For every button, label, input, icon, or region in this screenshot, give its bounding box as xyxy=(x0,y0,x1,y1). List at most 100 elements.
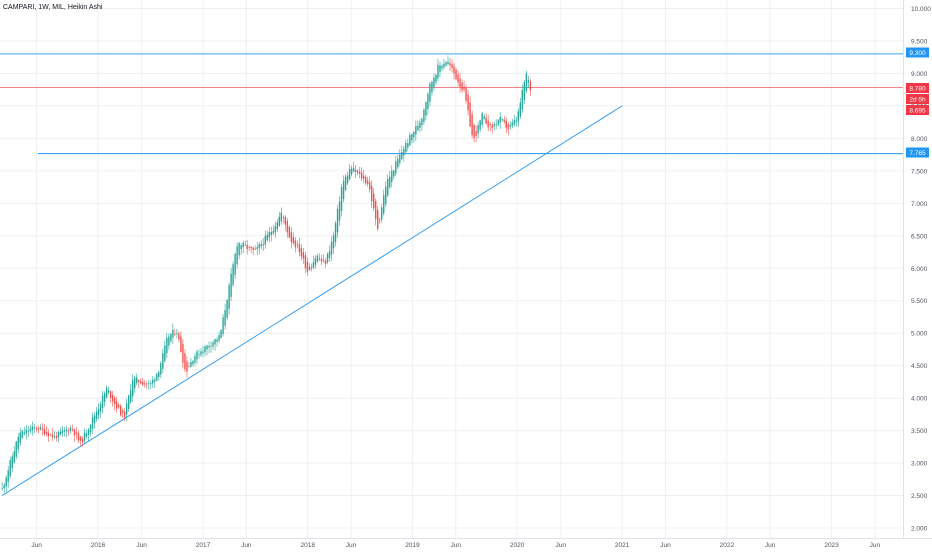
candle-body xyxy=(334,223,337,242)
candle-body xyxy=(451,64,453,69)
candle-body xyxy=(144,383,146,385)
candle-body xyxy=(344,176,347,190)
candle-body xyxy=(268,232,270,238)
candle-body xyxy=(379,219,381,221)
candle-body xyxy=(188,366,190,368)
candle-body xyxy=(509,124,511,127)
y-tick-label: 7.000 xyxy=(911,201,928,208)
candle-body xyxy=(308,266,311,270)
candle-body xyxy=(164,345,166,361)
candle-body xyxy=(21,430,23,438)
candle-body xyxy=(304,255,307,269)
candle-body xyxy=(521,89,524,110)
candle-body xyxy=(364,177,367,184)
y-tick-label: 4.000 xyxy=(911,396,928,403)
candle-body xyxy=(1,488,3,489)
candle-body xyxy=(117,404,120,408)
candle-body xyxy=(306,261,309,272)
candle-body xyxy=(350,168,353,175)
candle-body xyxy=(138,380,140,382)
y-tick-label: 6.000 xyxy=(911,266,928,273)
candle-body xyxy=(256,247,258,250)
candle-body xyxy=(198,354,200,356)
candle-body xyxy=(134,377,136,389)
candle-body xyxy=(89,425,92,433)
level-badge-lower: 7.765 xyxy=(906,147,929,158)
candle-body xyxy=(387,178,389,196)
candle-body xyxy=(81,438,84,443)
grid-lines xyxy=(0,0,903,538)
candle-body xyxy=(97,408,100,416)
candle-body xyxy=(29,429,31,432)
candle-body xyxy=(385,186,387,205)
candle-body xyxy=(397,158,399,168)
candle-body xyxy=(156,373,158,381)
candle-body xyxy=(140,381,142,384)
candle-body xyxy=(57,431,60,438)
price-axis[interactable]: 2.000 2.500 3.000 3.500 4.000 4.500 5.000 5.500… xyxy=(911,6,931,533)
candle-body xyxy=(196,351,198,360)
trendline-layer xyxy=(1,105,623,496)
candle-body xyxy=(244,244,246,246)
candle-body xyxy=(55,435,58,439)
candle-body xyxy=(178,333,180,340)
candle-body xyxy=(483,116,485,120)
candle-body xyxy=(37,428,40,430)
candle-body xyxy=(113,398,116,405)
candle-body xyxy=(230,273,232,297)
candle-body xyxy=(276,222,279,230)
candle-body xyxy=(107,390,110,393)
y-tick-label: 5.000 xyxy=(911,331,928,338)
candle-body xyxy=(166,337,168,354)
candle-body xyxy=(264,235,266,245)
candle-body xyxy=(328,251,331,259)
x-tick-label: 2023 xyxy=(824,542,839,549)
candle-body xyxy=(453,66,455,74)
candle-body xyxy=(39,427,42,430)
candles xyxy=(1,55,532,494)
candle-body xyxy=(405,142,407,153)
candle-body xyxy=(368,182,371,190)
x-tick-label: 2022 xyxy=(720,542,735,549)
candle-body xyxy=(342,180,345,200)
candle-body xyxy=(318,258,321,260)
candle-body xyxy=(491,124,493,128)
y-tick-label: 4.500 xyxy=(911,363,928,370)
candle-body xyxy=(356,170,359,173)
candle-body xyxy=(479,120,481,130)
candle-body xyxy=(73,429,76,436)
candle-body xyxy=(45,431,48,434)
candle-body xyxy=(314,258,317,265)
candle-body xyxy=(262,244,264,246)
candle-body xyxy=(272,230,274,234)
x-tick-label: 2019 xyxy=(405,542,420,549)
candle-body xyxy=(85,433,88,437)
candle-body xyxy=(433,77,435,88)
candle-body xyxy=(204,346,206,353)
candle-body xyxy=(242,242,244,248)
candle-body xyxy=(154,379,156,382)
time-axis[interactable]: Jun 2016 Jun 2017 Jun 2018 Jun 2019 Jun 2020 Jun 20… xyxy=(31,542,880,549)
candle-body xyxy=(224,310,226,326)
current-price-label: 8.780 xyxy=(909,86,926,93)
candle-body xyxy=(49,434,52,436)
candle-body xyxy=(220,330,222,338)
candle-body xyxy=(495,124,497,126)
candle-body xyxy=(372,193,375,209)
x-tick-label: Jun xyxy=(870,542,881,549)
candle-body xyxy=(77,433,80,441)
candle-body xyxy=(222,317,224,334)
trendline xyxy=(1,105,623,496)
candle-body xyxy=(322,260,325,262)
candle-body xyxy=(208,346,210,348)
candle-body xyxy=(300,248,303,257)
candle-body xyxy=(95,411,98,420)
candle-body xyxy=(481,113,483,125)
candle-body xyxy=(411,134,413,141)
candle-body xyxy=(393,170,395,177)
candle-body xyxy=(354,169,357,172)
y-tick-label: 3.000 xyxy=(911,461,928,468)
candle-body xyxy=(152,379,154,384)
